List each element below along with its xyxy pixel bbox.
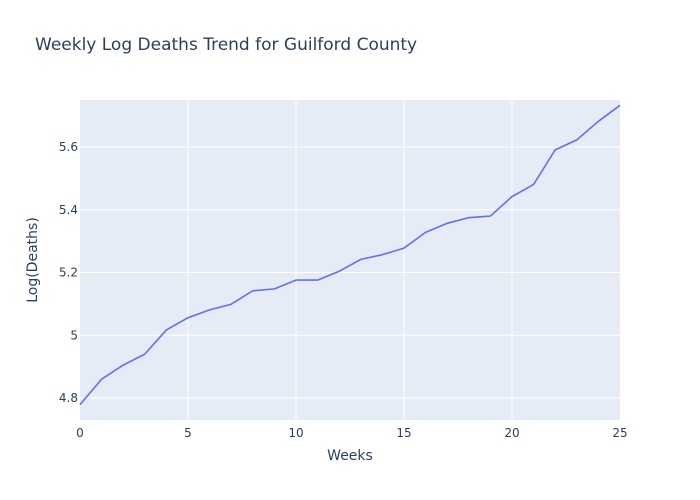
x-axis-title: Weeks	[327, 448, 373, 464]
y-tick-labels: 4.8 5 5.2 5.4 5.6	[59, 140, 78, 405]
x-tick-label: 20	[504, 426, 519, 440]
x-tick-label: 10	[288, 426, 303, 440]
y-tick-label: 5.4	[59, 203, 78, 217]
x-gridlines	[187, 100, 513, 420]
y-tick-label: 5.2	[59, 266, 78, 280]
x-tick-label: 15	[396, 426, 411, 440]
y-axis-title: Log(Deaths)	[25, 217, 41, 303]
y-tick-label: 5	[70, 328, 78, 342]
plot-area	[80, 100, 620, 420]
chart-title: Weekly Log Deaths Trend for Guilford Cou…	[35, 35, 417, 55]
x-tick-label: 0	[76, 426, 84, 440]
x-tick-labels: 0 5 10 15 20 25	[76, 426, 627, 440]
y-tick-label: 4.8	[59, 391, 78, 405]
series-layer	[79, 104, 621, 406]
x-tick-label: 5	[184, 426, 192, 440]
series-line	[79, 104, 621, 406]
y-tick-label: 5.6	[59, 140, 78, 154]
x-tick-label: 25	[612, 426, 627, 440]
y-gridlines	[80, 146, 620, 399]
